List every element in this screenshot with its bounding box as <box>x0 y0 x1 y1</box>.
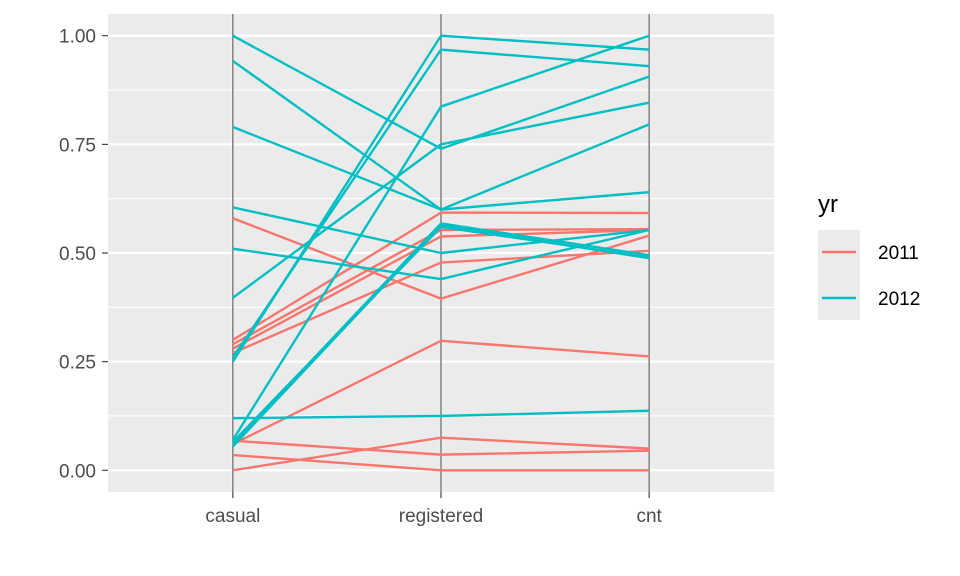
x-tick-label-cnt: cnt <box>636 506 662 527</box>
legend-label-2012: 2012 <box>878 289 920 310</box>
y-tick-label: 1.00 <box>59 27 96 48</box>
series-line-2011-8 <box>232 436 650 472</box>
y-tick-label: 0.75 <box>59 135 96 156</box>
series-line-2011-0 <box>232 217 650 300</box>
legend-label-2011: 2011 <box>878 243 919 264</box>
legend-title: yr <box>818 191 838 218</box>
series-line-2012-12 <box>232 206 650 255</box>
legend-key-background <box>818 230 860 320</box>
y-tick-label: 0.25 <box>59 353 96 374</box>
x-tick-label-registered: registered <box>399 506 484 527</box>
series-line-2012-21 <box>232 409 650 420</box>
series-line-2011-6 <box>232 439 650 456</box>
y-axis: 0.00 0.25 0.50 0.75 1.00 <box>59 27 108 482</box>
series-line-2011-5 <box>232 339 650 446</box>
x-tick-label-casual: casual <box>205 506 260 527</box>
series-line-2012-11 <box>232 125 650 211</box>
series-line-2012-14 <box>232 101 650 299</box>
x-axis: casual registered cnt <box>205 492 663 527</box>
series-line-2012-9 <box>232 34 650 150</box>
series-line-2011-3 <box>232 228 650 350</box>
series-line-2011-4 <box>232 249 650 355</box>
legend: yr 2011 2012 <box>818 191 920 320</box>
series-lines <box>231 34 650 472</box>
series-line-2012-19 <box>232 222 650 446</box>
y-tick-label: 0.00 <box>59 461 96 482</box>
series-line-2011-1 <box>232 211 650 341</box>
series-line-2012-16 <box>231 34 650 363</box>
series-line-2011-2 <box>232 227 650 346</box>
y-tick-label: 0.50 <box>59 244 96 265</box>
series-line-2012-20 <box>232 223 650 448</box>
series-line-2012-17 <box>231 34 650 441</box>
